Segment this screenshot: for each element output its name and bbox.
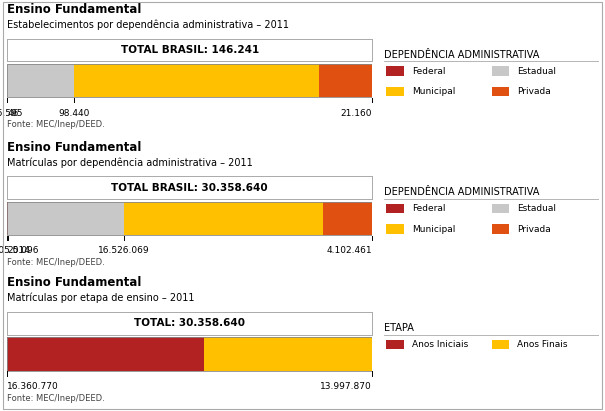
Text: TOTAL: 30.358.640: TOTAL: 30.358.640 <box>134 318 245 328</box>
Text: DEPENDÊNCIA ADMINISTRATIVA: DEPENDÊNCIA ADMINISTRATIVA <box>384 50 540 60</box>
Text: ETAPA: ETAPA <box>384 323 414 333</box>
Text: Estabelecimentos por dependência administrativa – 2011: Estabelecimentos por dependência adminis… <box>7 20 289 30</box>
Text: Anos Iniciais: Anos Iniciais <box>412 340 468 349</box>
Bar <box>491 340 509 349</box>
Bar <box>7 201 124 235</box>
Text: Privada: Privada <box>517 87 551 96</box>
Text: Estadual: Estadual <box>517 67 557 76</box>
Text: Anos Finais: Anos Finais <box>517 340 568 349</box>
Text: 46: 46 <box>7 109 19 118</box>
Bar <box>491 224 509 234</box>
Bar <box>323 201 372 235</box>
Text: TOTAL BRASIL: 30.358.640: TOTAL BRASIL: 30.358.640 <box>111 182 268 193</box>
Text: 4.102.461: 4.102.461 <box>327 246 372 255</box>
Bar <box>491 87 509 96</box>
Text: 16.526.069: 16.526.069 <box>99 246 150 255</box>
Text: Municipal: Municipal <box>412 87 456 96</box>
Text: TOTAL BRASIL: 146.241: TOTAL BRASIL: 146.241 <box>120 45 259 55</box>
Text: 9.705.014: 9.705.014 <box>0 246 30 255</box>
Text: 21.160: 21.160 <box>341 109 372 118</box>
Text: Privada: Privada <box>517 224 551 233</box>
Text: Fonte: MEC/Inep/DEED.: Fonte: MEC/Inep/DEED. <box>7 394 105 403</box>
Text: Ensino Fundamental: Ensino Fundamental <box>7 276 142 289</box>
Bar <box>74 64 319 97</box>
Text: 25.096: 25.096 <box>7 246 39 255</box>
Text: 26.595: 26.595 <box>0 109 23 118</box>
Text: 16.360.770: 16.360.770 <box>7 382 59 391</box>
Text: Municipal: Municipal <box>412 224 456 233</box>
Text: Federal: Federal <box>412 67 446 76</box>
Bar <box>387 340 404 349</box>
Bar <box>387 204 404 213</box>
Text: Ensino Fundamental: Ensino Fundamental <box>7 141 142 154</box>
Text: Federal: Federal <box>412 204 446 213</box>
Text: Fonte: MEC/Inep/DEED.: Fonte: MEC/Inep/DEED. <box>7 120 105 129</box>
Text: Fonte: MEC/Inep/DEED.: Fonte: MEC/Inep/DEED. <box>7 258 105 267</box>
Bar <box>387 224 404 234</box>
Text: DEPENDÊNCIA ADMINISTRATIVA: DEPENDÊNCIA ADMINISTRATIVA <box>384 187 540 197</box>
Bar <box>204 337 372 371</box>
Bar <box>319 64 372 97</box>
Bar <box>387 67 404 76</box>
Bar <box>124 201 323 235</box>
Text: Matrículas por dependência administrativa – 2011: Matrículas por dependência administrativ… <box>7 157 253 168</box>
Bar <box>7 64 74 97</box>
Bar <box>7 337 204 371</box>
Text: Estadual: Estadual <box>517 204 557 213</box>
Text: 13.997.870: 13.997.870 <box>320 382 372 391</box>
Text: Ensino Fundamental: Ensino Fundamental <box>7 3 142 16</box>
Text: Matrículas por etapa de ensino – 2011: Matrículas por etapa de ensino – 2011 <box>7 293 195 303</box>
Bar <box>387 87 404 96</box>
Bar <box>491 67 509 76</box>
Bar <box>491 204 509 213</box>
Text: 98.440: 98.440 <box>58 109 90 118</box>
